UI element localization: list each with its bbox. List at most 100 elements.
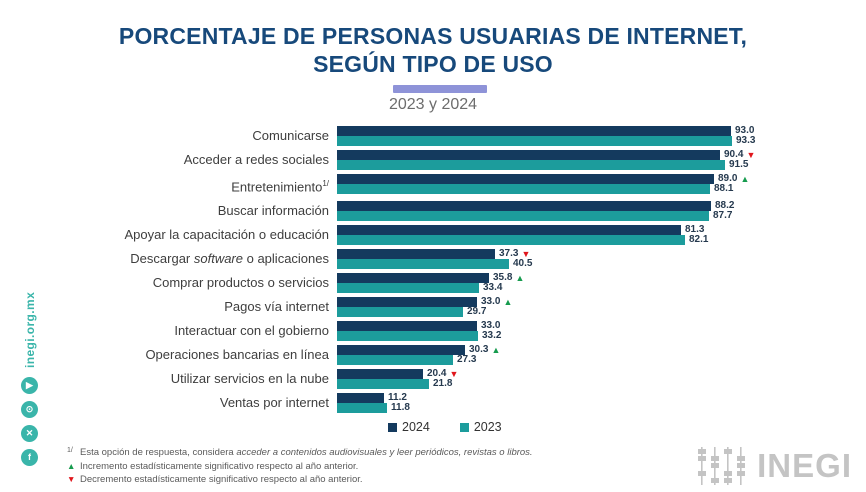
bar-line-2023: 82.1 — [337, 234, 709, 246]
legend-label-2024: 2024 — [402, 420, 430, 434]
footnote-1-text: Esta opción de respuesta, considera acce… — [80, 447, 533, 458]
chart-row: Operaciones bancarias en línea 30.3 ▲ 27.3 — [0, 345, 755, 366]
bar-line-2023: 91.5 — [337, 160, 755, 170]
subtitle: 2023 y 2024 — [388, 96, 478, 113]
legend: 2024 2023 — [388, 420, 502, 434]
bar-line-2024: 93.0 — [337, 126, 755, 136]
value-label-2024: 35.8 — [493, 272, 513, 284]
bar-2023 — [337, 283, 479, 294]
bar-line-2023: 27.3 — [337, 354, 500, 366]
bar-line-2023: 40.5 — [337, 258, 533, 270]
indicator-up-triangle-icon: ▲ — [515, 273, 525, 284]
website-vertical-text[interactable]: inegi.org.mx — [23, 291, 37, 368]
value-label-2023: 27.3 — [457, 354, 477, 366]
bar-group: 81.3 82.1 — [337, 224, 709, 246]
bar-line-2024: 33.0 — [337, 321, 501, 332]
bar-line-2023: 33.4 — [337, 283, 524, 294]
bar-line-2023: 21.8 — [337, 378, 458, 390]
value-label-2023: 21.8 — [433, 378, 453, 390]
category-label: Operaciones bancarias en línea — [145, 347, 329, 363]
facebook-icon[interactable]: f — [21, 449, 38, 466]
indicator-up-triangle-icon: ▲ — [740, 174, 750, 184]
category-label: Interactuar con el gobierno — [174, 323, 329, 339]
increase-triangle-icon: ▲ — [67, 461, 76, 471]
chart-row: Interactuar con el gobierno 33.0 33.2 — [0, 321, 755, 342]
bar-group: 33.0 ▲ 29.7 — [337, 296, 512, 318]
footnote-1: 1/ Esta opción de respuesta, considera a… — [67, 447, 533, 460]
legend-swatch-2023 — [459, 422, 469, 432]
value-label-2023: 11.8 — [391, 402, 410, 414]
bar-2023 — [337, 211, 709, 222]
bar-group: 90.4 ▼ 91.5 — [337, 150, 755, 170]
bar-group: 88.2 87.7 — [337, 201, 734, 222]
legend-label-2023: 2023 — [473, 420, 502, 434]
value-label-2023: 40.5 — [513, 258, 533, 270]
bar-group: 11.2 11.8 — [337, 392, 410, 414]
category-label: Descargar software o aplicaciones — [130, 251, 329, 267]
category-label: Pagos vía internet — [224, 299, 329, 315]
bar-2023 — [337, 403, 387, 414]
category-label: Acceder a redes sociales — [183, 152, 329, 167]
bar-2023 — [337, 307, 463, 318]
value-label-2023: 29.7 — [467, 306, 487, 318]
value-label-2024: 89.0 — [718, 173, 738, 184]
youtube-icon[interactable]: ▶ — [21, 377, 38, 394]
bar-line-2024: 35.8 ▲ — [337, 272, 525, 284]
bar-group: 33.0 33.2 — [337, 321, 502, 342]
bar-2023 — [337, 259, 509, 270]
legend-item-2024: 2024 — [388, 420, 430, 434]
bar-2024 — [337, 150, 720, 160]
bar-line-2023: 11.8 — [337, 402, 410, 414]
bar-2024 — [337, 297, 477, 308]
bar-2023 — [337, 331, 478, 342]
chart-row: Buscar información 88.2 87.7 — [0, 201, 755, 222]
bar-2024 — [337, 249, 495, 260]
bar-2024 — [337, 273, 489, 284]
value-label-2024: 33.0 — [481, 296, 501, 308]
page-title-line1: PORCENTAJE DE PERSONAS USUARIAS DE INTER… — [118, 23, 748, 49]
inegi-logo-text: INEGI — [757, 447, 852, 484]
value-label-2024: 11.2 — [388, 392, 407, 404]
instagram-icon[interactable]: ⊙ — [21, 401, 38, 418]
value-label-2023: 93.3 — [736, 135, 756, 146]
chart-row: Entretenimiento1/89.0 ▲ 88.1 — [0, 174, 755, 197]
bar-2024 — [337, 201, 711, 212]
bar-line-2024: 20.4 ▼ — [337, 369, 458, 380]
value-label-2023: 88.1 — [714, 183, 734, 194]
bar-line-2024: 37.3 ▼ — [337, 249, 532, 260]
chart-row: Acceder a redes sociales 90.4 ▼ 91.5 — [0, 150, 755, 170]
footnote-3-text: Decremento estadísticamente significativ… — [80, 474, 363, 485]
bar-line-2024: 33.0 ▲ — [337, 296, 512, 308]
chart-row: Pagos vía internet 33.0 ▲ 29.7 — [0, 296, 755, 318]
category-label: Apoyar la capacitación o educación — [124, 227, 329, 243]
value-label-2023: 91.5 — [729, 159, 749, 170]
bar-line-2024: 30.3 ▲ — [337, 345, 500, 356]
bar-2024 — [337, 126, 731, 136]
bar-2024 — [337, 321, 477, 332]
value-label-2024: 93.0 — [735, 125, 755, 136]
page-title: PORCENTAJE DE PERSONAS USUARIAS DE INTER… — [0, 22, 866, 78]
chart-row: Comprar productos o servicios 35.8 ▲ 33.4 — [0, 272, 755, 294]
bar-group: 37.3 ▼ 40.5 — [337, 249, 533, 270]
abacus-icon — [698, 447, 746, 485]
legend-swatch-2024 — [388, 422, 397, 432]
footnote-1-marker: 1/ — [67, 447, 73, 454]
category-label: Utilizar servicios en la nube — [170, 371, 329, 387]
bar-line-2024: 90.4 ▼ — [337, 150, 755, 160]
indicator-down-triangle-icon: ▼ — [746, 150, 756, 160]
bar-2023 — [337, 136, 732, 146]
footnote-2: ▲ Incremento estadísticamente significat… — [67, 460, 533, 473]
bar-line-2023: 93.3 — [337, 136, 755, 146]
value-label-2023: 33.2 — [482, 330, 502, 342]
indicator-down-triangle-icon: ▼ — [521, 249, 531, 260]
bar-line-2024: 11.2 — [337, 392, 410, 404]
bar-2023 — [337, 379, 429, 390]
value-label-2024: 81.3 — [685, 224, 705, 236]
bar-2023 — [337, 160, 725, 170]
x-icon[interactable]: ✕ — [21, 425, 38, 442]
chart-row: Descargar software o aplicaciones 37.3 ▼ 40… — [0, 249, 755, 270]
chart-row: Ventas por internet 11.2 11.8 — [0, 392, 755, 414]
bar-line-2023: 88.1 — [337, 184, 749, 194]
value-label-2023: 82.1 — [689, 234, 709, 246]
bar-2024 — [337, 225, 681, 236]
